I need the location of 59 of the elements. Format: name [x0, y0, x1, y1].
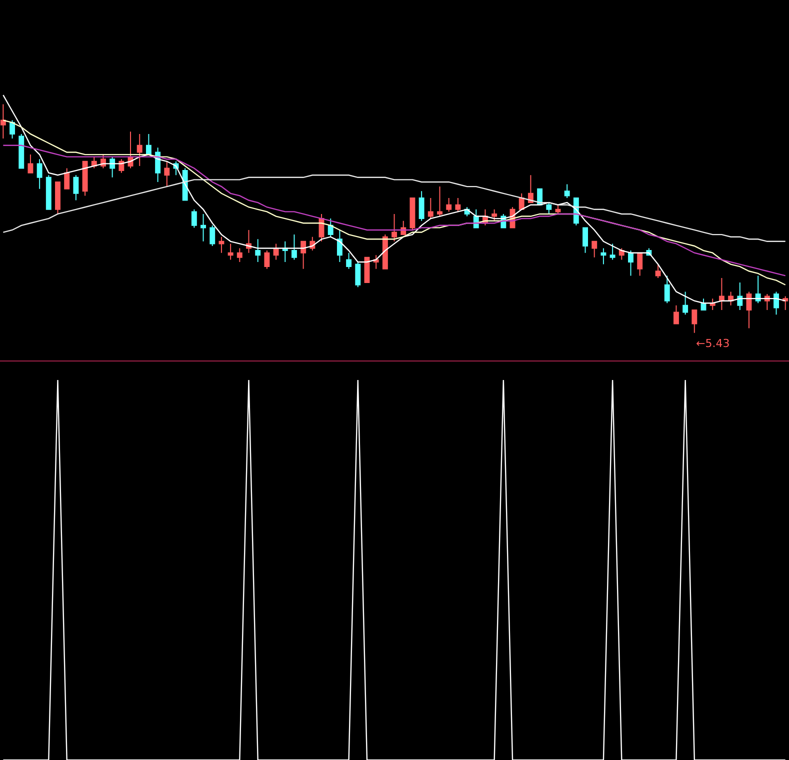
candlestick [600, 248, 606, 265]
candlestick [774, 291, 779, 316]
candlestick [755, 275, 761, 304]
candlestick [692, 310, 698, 334]
candlestick [46, 174, 52, 210]
candlestick [146, 133, 152, 156]
candlestick [610, 243, 616, 260]
candlestick [628, 250, 634, 276]
candlestick [418, 190, 424, 222]
candlestick [392, 213, 397, 242]
candlestick [655, 264, 661, 278]
candlestick [546, 202, 552, 214]
candlestick [582, 227, 588, 254]
candlestick [428, 197, 434, 220]
candlestick [273, 243, 279, 260]
candlestick [410, 197, 416, 230]
candlestick [746, 291, 752, 329]
candlestick [200, 213, 206, 242]
candlestick [218, 236, 224, 254]
candlestick [136, 133, 142, 166]
candlestick [437, 186, 442, 217]
candlestick [528, 174, 534, 204]
candlestick [10, 120, 16, 140]
candlestick [191, 208, 197, 228]
candlestick [73, 174, 79, 201]
candlestick [0, 104, 6, 140]
candlestick [355, 261, 361, 288]
candlestick [673, 304, 679, 324]
candlestick [292, 234, 297, 260]
candlestick [346, 252, 352, 270]
candlestick [492, 208, 498, 222]
text: ←5.43 [696, 337, 730, 350]
candlestick [82, 160, 88, 196]
candlestick [228, 243, 234, 260]
candlestick [236, 248, 242, 262]
candlestick [36, 158, 42, 190]
candlestick [682, 291, 688, 316]
candlestick [737, 282, 743, 310]
candlestick [300, 240, 306, 270]
candlestick [336, 229, 342, 262]
candlestick [328, 218, 334, 238]
candlestick [564, 184, 570, 198]
candlestick [64, 168, 70, 190]
candlestick [637, 252, 643, 276]
candlestick [455, 197, 461, 212]
candlestick [592, 240, 598, 258]
candlestick [782, 296, 788, 310]
candlestick [664, 275, 670, 304]
candlestick [164, 160, 170, 188]
candlestick [210, 224, 216, 246]
candlestick [718, 277, 724, 310]
candlestick [55, 181, 60, 214]
candlestick [18, 133, 24, 169]
candlestick [28, 154, 34, 174]
candlestick [264, 250, 270, 270]
candlestick [255, 238, 261, 262]
candlestick [446, 197, 452, 212]
candlestick [382, 234, 388, 270]
candlestick [710, 298, 716, 310]
